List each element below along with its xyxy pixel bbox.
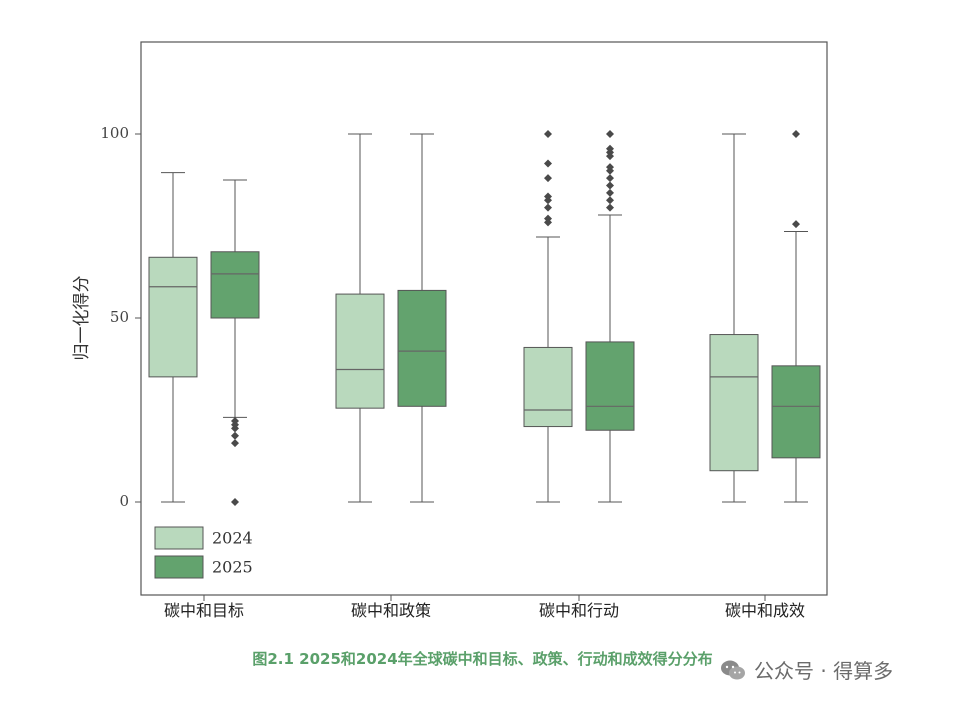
outlier-point <box>606 174 614 182</box>
outlier-point <box>792 130 800 138</box>
y-axis: 0 50 100 <box>100 124 141 510</box>
box-2024-3 <box>710 134 758 502</box>
outlier-point <box>231 439 239 447</box>
box-2025-3 <box>772 130 820 502</box>
box-2025-1 <box>398 134 446 502</box>
outlier-point <box>544 159 552 167</box>
outlier-point <box>606 130 614 138</box>
outlier-point <box>606 182 614 190</box>
outlier-point <box>231 432 239 440</box>
box-2024-0 <box>149 173 197 502</box>
watermark: 公众号 · 得算多 <box>720 655 893 684</box>
y-tick-label: 50 <box>110 308 129 326</box>
box-iqr <box>524 347 572 426</box>
box-iqr <box>710 335 758 471</box>
watermark-text: 公众号 · 得算多 <box>754 655 893 684</box>
x-category-label: 碳中和政策 <box>351 601 431 620</box>
box-iqr <box>586 342 634 430</box>
box-2025-2 <box>586 130 634 502</box>
outlier-point <box>606 189 614 197</box>
outlier-point <box>792 220 800 228</box>
x-category-label: 碳中和行动 <box>539 601 619 620</box>
legend-swatch-2024 <box>155 527 203 549</box>
outlier-point <box>544 174 552 182</box>
box-2024-1 <box>336 134 384 502</box>
outlier-point <box>606 196 614 204</box>
x-category-label: 碳中和成效 <box>725 601 805 620</box>
y-axis-label: 归一化得分 <box>72 276 92 361</box>
box-iqr <box>772 366 820 458</box>
x-category-label: 碳中和目标 <box>164 601 244 620</box>
legend-swatch-2025 <box>155 556 203 578</box>
box-iqr <box>211 252 259 318</box>
box-2025-0 <box>211 180 259 506</box>
outlier-point <box>606 204 614 212</box>
legend-label: 2024 <box>212 529 253 548</box>
outlier-point <box>544 130 552 138</box>
legend: 2024 2025 <box>155 527 253 578</box>
y-tick-label: 100 <box>100 124 129 142</box>
legend-label: 2025 <box>212 558 253 577</box>
box-2024-2 <box>524 130 572 502</box>
outlier-point <box>544 204 552 212</box>
box-iqr <box>149 257 197 377</box>
box-iqr <box>336 294 384 408</box>
box-iqr <box>398 290 446 406</box>
wechat-icon <box>720 659 746 681</box>
x-axis-categories: 碳中和目标 碳中和政策 碳中和行动 碳中和成效 <box>164 595 805 620</box>
box-series <box>149 130 820 506</box>
y-tick-label: 0 <box>119 492 129 510</box>
outlier-point <box>231 498 239 506</box>
